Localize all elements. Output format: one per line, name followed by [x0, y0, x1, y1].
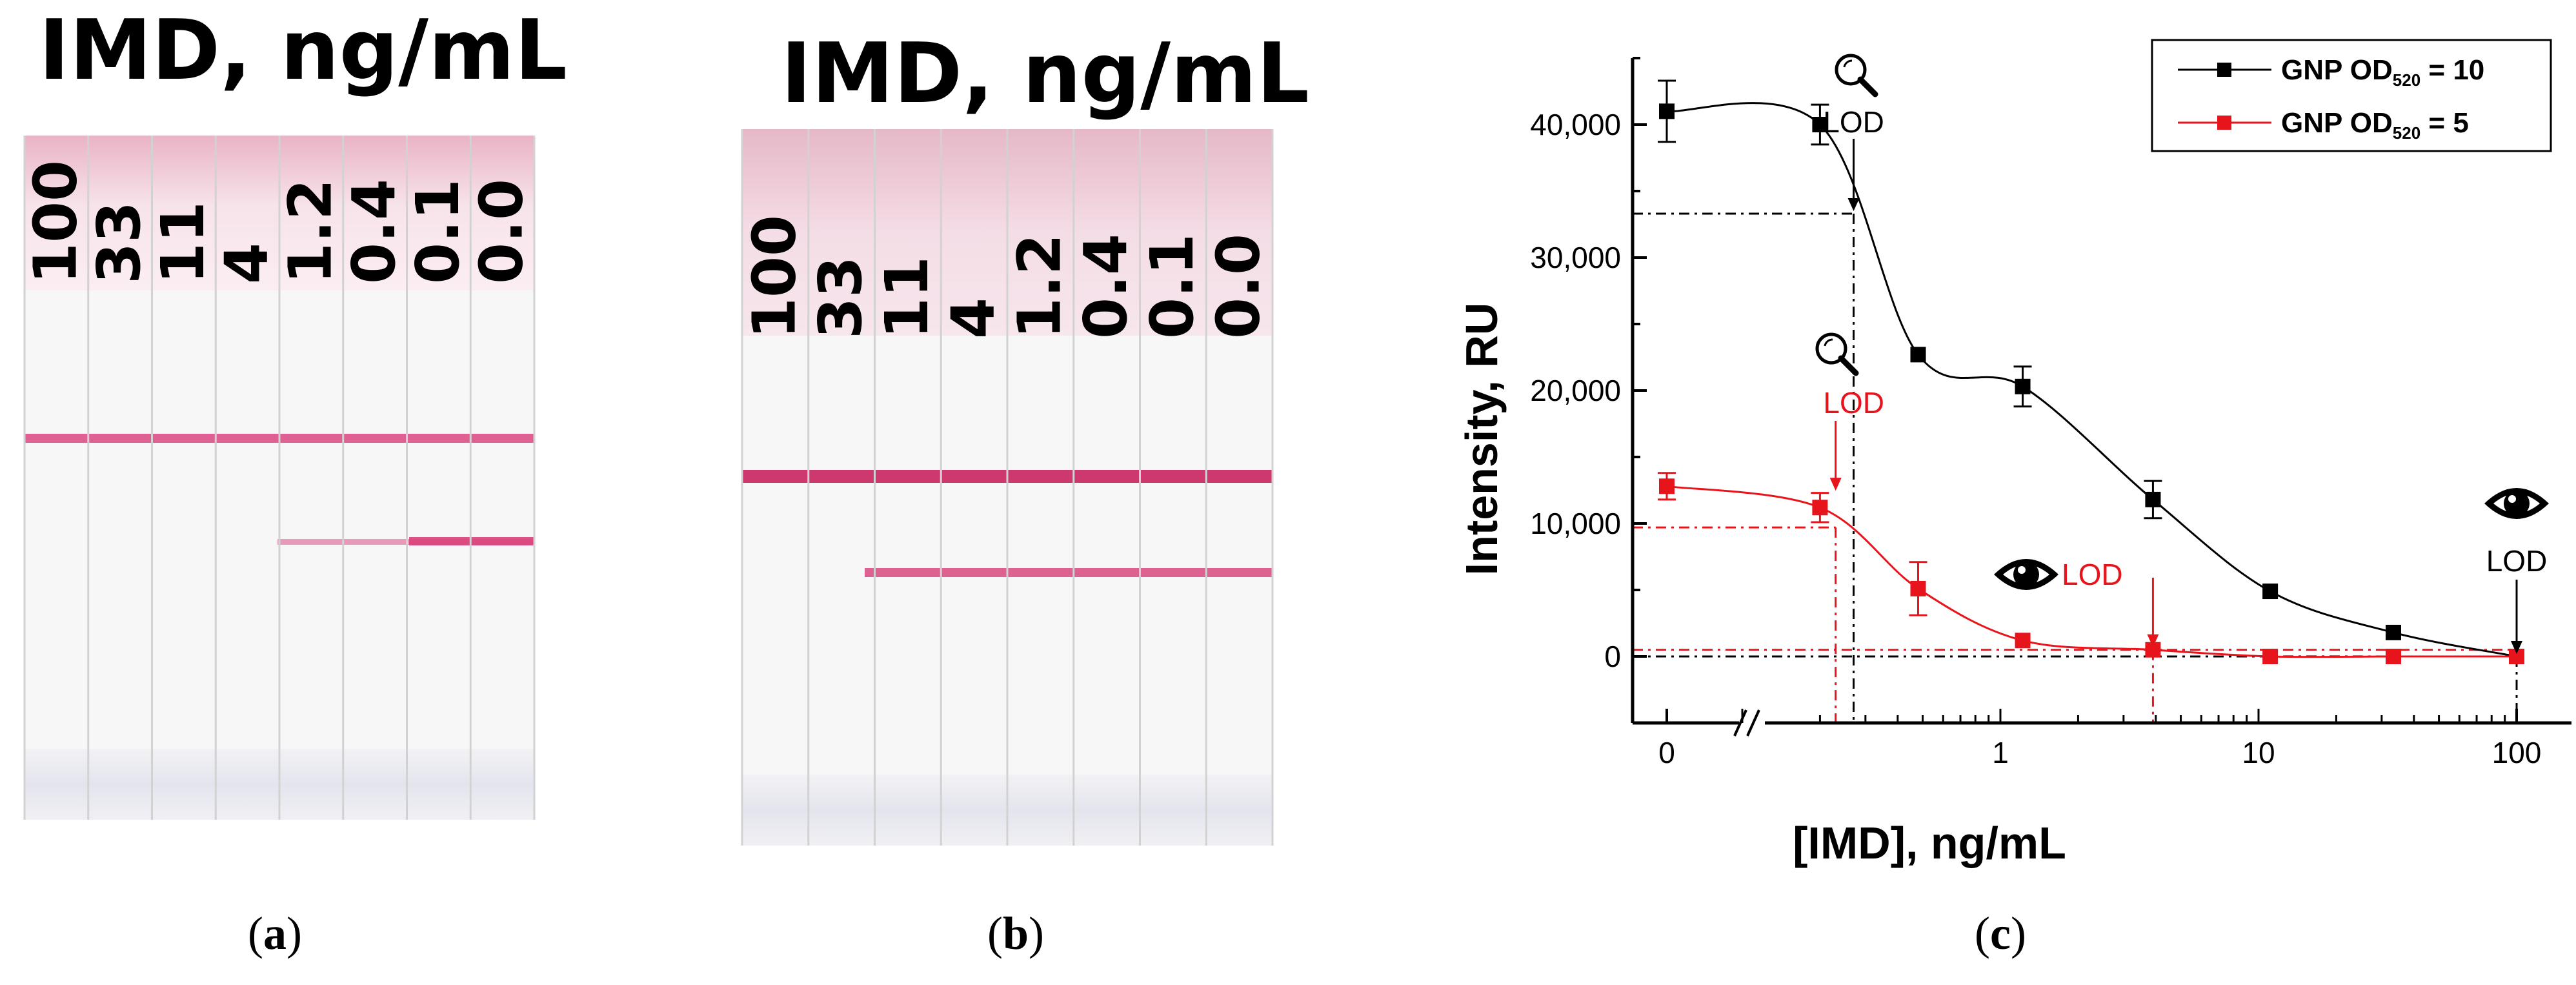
chart-lod-arrowhead	[1847, 198, 1860, 212]
a-strip-label: 100	[21, 160, 90, 284]
chart-annotations: LOD LOD LOD LOD	[1815, 54, 2549, 654]
chart-point-series-0	[1910, 347, 1926, 363]
chart-y-tick-label: 10,000	[1530, 507, 1621, 540]
chart-lod-label: LOD	[1823, 386, 1884, 420]
a-strip-label: 11	[148, 201, 217, 284]
chart-x-tick-label: 0	[1658, 736, 1675, 769]
chart-legend-swatch-marker	[2217, 63, 2231, 77]
chart-point-series-1	[1812, 500, 1828, 516]
b-strip-label: 1.2	[1005, 234, 1074, 339]
b-strip-label: 0.1	[1138, 234, 1207, 339]
chart-point-series-0	[2015, 378, 2031, 394]
chart-point-series-1	[1659, 478, 1675, 494]
a-strip-label: 0.0	[467, 179, 536, 284]
chart-point-series-1	[1910, 580, 1926, 596]
chart-legend-box	[2151, 39, 2552, 152]
chart-point-series-1	[2015, 633, 2031, 649]
chart-point-series-0	[2145, 491, 2161, 507]
b-strip-label: 100	[740, 215, 809, 339]
panel-a-title: IMD, ng/mL	[39, 3, 567, 99]
chart-y-tick-label: 20,000	[1530, 374, 1621, 407]
panel-a-strip-dividers	[23, 136, 536, 820]
a-strip-label: 0.1	[403, 179, 472, 284]
a-strip-label: 0.4	[339, 179, 408, 284]
panel-a-strips	[23, 136, 536, 820]
chart-legend-entry: GNP OD520 = 5	[2281, 107, 2469, 143]
chart-axis-break-mark	[1746, 709, 1760, 736]
chart-point-series-0	[2385, 624, 2401, 640]
a-strip-label: 4	[212, 243, 281, 284]
chart-y-tick-label: 40,000	[1530, 108, 1621, 141]
b-strip-label: 4	[939, 298, 1008, 339]
panel-a-control-line	[409, 537, 534, 545]
chart-points	[1659, 103, 2524, 664]
chart-x-tick-label: 10	[2242, 736, 2275, 769]
chart-point-series-0	[1659, 103, 1675, 119]
chart-legend-swatch-marker	[2217, 116, 2231, 130]
chart-point-series-1	[2262, 649, 2279, 664]
chart-x-axis-label: [IMD], ng/mL	[1793, 818, 2066, 868]
eye-icon	[1994, 559, 2058, 590]
chart-x-tick-label: 1	[1992, 736, 2009, 769]
b-strip-label: 0.0	[1204, 234, 1273, 339]
panel-c-label: (c)	[1975, 908, 2026, 959]
panel-c-chart: 0 10,000 20,000 30,000 40,000 0 1 10 100 [IMD], …	[1456, 39, 2571, 959]
chart-fit-curve-series-0	[1666, 102, 2517, 658]
chart-y-tick-label: 0	[1604, 640, 1621, 673]
panel-a-label: (a)	[248, 908, 302, 959]
magnifier-icon	[1815, 332, 1859, 376]
chart-point-series-1	[2385, 649, 2401, 664]
chart-lod-arrowhead	[1829, 478, 1842, 491]
chart-y-axis-label: Intensity, RU	[1456, 303, 1507, 576]
chart-legend: GNP OD520 = 10 GNP OD520 = 5	[2151, 39, 2552, 152]
a-strip-label: 1.2	[276, 179, 345, 284]
chart-tick-labels: 0 10,000 20,000 30,000 40,000 0 1 10 100	[1530, 57, 2542, 769]
a-strip-label: 33	[85, 201, 154, 284]
b-strip-label: 11	[872, 256, 941, 339]
chart-lod-label: LOD	[2486, 544, 2548, 578]
chart-legend-entry: GNP OD520 = 10	[2281, 54, 2484, 90]
chart-lod-label: LOD	[1823, 105, 1884, 139]
chart-error-bars	[1658, 79, 2162, 616]
chart-y-tick-label: 30,000	[1530, 241, 1621, 274]
chart-lod-arrowhead	[2147, 634, 2159, 647]
chart-lod-arrowhead	[2511, 641, 2522, 654]
chart-axes	[1631, 58, 2571, 736]
chart-x-tick-label: 100	[2492, 736, 2542, 769]
b-strip-label: 33	[806, 256, 875, 339]
magnifier-icon	[1835, 54, 1878, 97]
panel-b-strips	[741, 129, 1274, 846]
panel-b-label: (b)	[987, 908, 1044, 959]
panel-b-control-line	[865, 568, 1273, 577]
panel-b-title: IMD, ng/mL	[781, 26, 1309, 122]
chart-axis-break-mark	[1733, 709, 1747, 736]
panel-b-strip-dividers	[741, 129, 1274, 846]
b-strip-label: 0.4	[1071, 234, 1140, 339]
eye-icon	[2484, 488, 2549, 519]
chart-lod-label: LOD	[2062, 558, 2123, 591]
chart-point-series-0	[2262, 584, 2279, 600]
chart-point-series-0	[1812, 117, 1828, 132]
